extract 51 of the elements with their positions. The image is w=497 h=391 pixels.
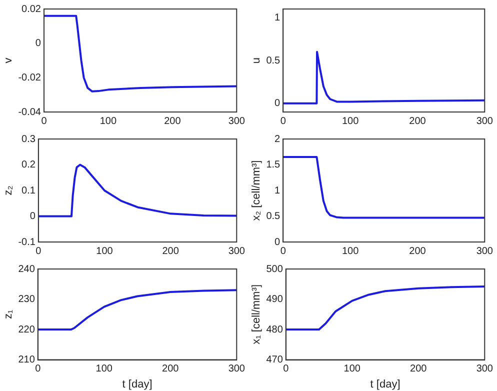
x-tick-label: 100: [96, 246, 114, 257]
y-tick-label: 0: [35, 38, 42, 50]
y-axis-title: x₁ [cell/mm³]: [250, 284, 263, 344]
y-tick-label: -0.04: [18, 106, 42, 118]
x-tick-label: 100: [96, 364, 113, 375]
y-tick-label: 210: [18, 354, 36, 366]
x-tick-label: 300: [228, 364, 246, 375]
y-axis-title: x₂ [cell/mm³]: [250, 160, 263, 221]
y-axis-title: v: [2, 57, 15, 64]
x-tick-label: 300: [228, 116, 246, 127]
y-tick-label: 0: [274, 98, 281, 110]
y-tick-label: 1.5: [266, 160, 281, 170]
x-tick-label: 100: [100, 116, 117, 127]
x-tick-label: 200: [162, 364, 180, 375]
y-tick-label: 240: [18, 264, 36, 275]
x-tick-label: 100: [342, 116, 360, 127]
y-tick-label: -0.02: [18, 72, 42, 84]
y-tick-label: 480: [266, 324, 284, 336]
y-tick-label: 470: [266, 354, 284, 366]
x-tick-label: 300: [476, 364, 494, 375]
x-tick-label: 300: [476, 116, 494, 127]
x-tick-label: 100: [344, 364, 361, 375]
y-tick-label: 1: [274, 185, 281, 196]
x-axis-title: t [day]: [122, 378, 152, 390]
y-tick-label: 0.02: [22, 4, 42, 15]
x-axis-title: t [day]: [370, 378, 400, 390]
y-axis-title: u: [250, 57, 263, 64]
y-tick-label: 0.1: [22, 185, 36, 196]
y-tick-label: 0: [30, 211, 36, 222]
x-tick-label: 200: [164, 116, 182, 127]
y-tick-label: 0: [274, 236, 281, 248]
y-tick-label: 1: [274, 12, 281, 24]
x-tick-label: 100: [342, 246, 360, 257]
y-tick-label: -0.1: [18, 236, 36, 248]
x-tick-label: 200: [410, 364, 428, 375]
y-tick-label: 500: [266, 264, 284, 275]
y-tick-label: 2: [274, 134, 281, 145]
y-tick-label: 0.3: [22, 134, 36, 145]
y-tick-label: 0.2: [22, 160, 36, 170]
x-tick-label: 300: [228, 246, 246, 257]
y-tick-label: 230: [18, 294, 36, 306]
y-axis-title: z₂: [2, 186, 15, 196]
x-tick-label: 300: [476, 246, 494, 257]
y-tick-label: 220: [18, 324, 36, 336]
x-tick-label: 200: [162, 246, 180, 257]
x-tick-label: 200: [409, 116, 426, 127]
y-tick-label: 0.5: [266, 211, 281, 222]
y-tick-label: 0.5: [266, 55, 281, 66]
x-tick-label: 200: [409, 246, 426, 257]
y-axis-title: z₁: [2, 310, 15, 320]
y-tick-label: 490: [266, 294, 284, 306]
